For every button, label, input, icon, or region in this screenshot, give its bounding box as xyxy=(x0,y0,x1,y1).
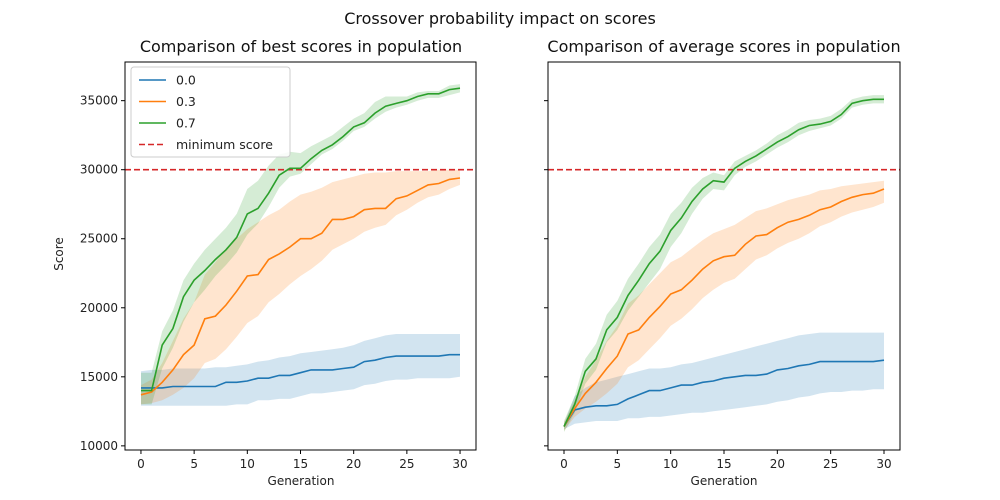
series-line-0-0-1 xyxy=(563,359,885,427)
average-scores-title: Comparison of average scores in populati… xyxy=(547,37,900,56)
y-tick-label: 15000 xyxy=(80,370,118,384)
y-tick-label: 20000 xyxy=(80,301,118,315)
legend-label: minimum score xyxy=(176,137,273,152)
band-0-0-0 xyxy=(141,334,460,406)
band-0-0-1 xyxy=(564,332,884,430)
y-tick-label: 30000 xyxy=(80,163,118,177)
x-tick-label: 5 xyxy=(190,457,198,471)
x-tick-label: 30 xyxy=(876,457,891,471)
best-scores-title: Comparison of best scores in population xyxy=(140,37,462,56)
x-tick-label: 25 xyxy=(823,457,838,471)
band-0-3-1 xyxy=(564,180,884,431)
y-tick-label: 25000 xyxy=(80,232,118,246)
series-line-0-7-0 xyxy=(141,87,461,392)
legend-box xyxy=(130,66,291,158)
score-axis-label: Score xyxy=(52,237,66,271)
x-tick-label: 5 xyxy=(614,457,622,471)
series-line-0-3-1 xyxy=(563,188,885,427)
best-scores-xlabel: Generation xyxy=(268,474,335,488)
x-tick-label: 10 xyxy=(663,457,678,471)
x-tick-label: 20 xyxy=(770,457,785,471)
band-0-3-0 xyxy=(141,169,460,405)
series-line-0-0-0 xyxy=(141,353,460,389)
legend-label: 0.7 xyxy=(176,116,196,131)
y-tick-label: 35000 xyxy=(80,94,118,108)
x-tick-label: 0 xyxy=(560,457,568,471)
legend: 0.0 0.3 0.7 minimum score xyxy=(130,66,291,158)
series-line-0-3-0 xyxy=(140,177,461,396)
series-line-0-7-1 xyxy=(563,98,884,427)
y-tick-label: 10000 xyxy=(80,439,118,453)
best-scores-panel: Comparison of best scores in population … xyxy=(52,37,477,488)
legend-label: 0.0 xyxy=(176,73,196,88)
figure-title: Crossover probability impact on scores xyxy=(344,9,656,28)
x-tick-label: 10 xyxy=(240,457,255,471)
x-tick-label: 0 xyxy=(137,457,145,471)
x-tick-label: 15 xyxy=(293,457,308,471)
x-tick-label: 20 xyxy=(346,457,361,471)
x-tick-label: 15 xyxy=(716,457,731,471)
average-scores-xlabel: Generation xyxy=(691,474,758,488)
x-tick-label: 25 xyxy=(399,457,414,471)
legend-label: 0.3 xyxy=(176,94,196,109)
average-scores-panel: Comparison of average scores in populati… xyxy=(544,37,901,488)
x-tick-label: 30 xyxy=(452,457,467,471)
